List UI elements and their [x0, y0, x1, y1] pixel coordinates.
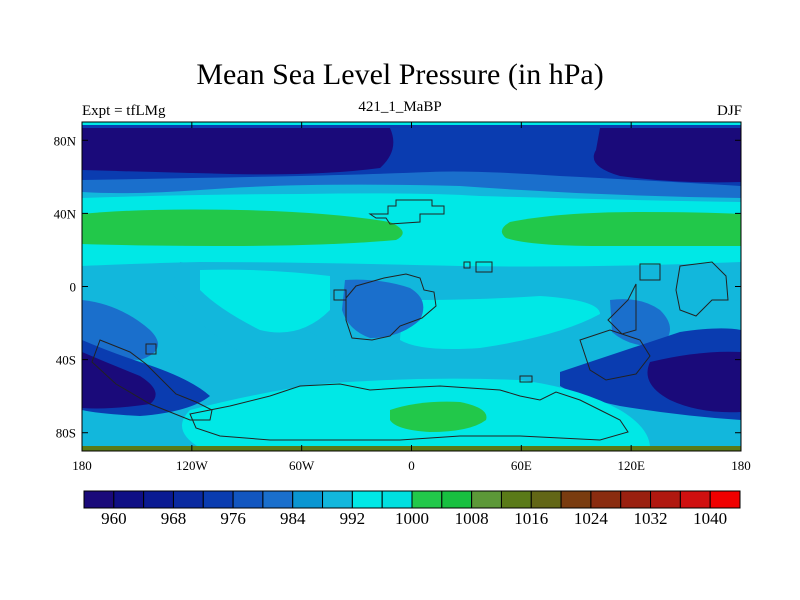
colorbar-swatch: [381, 490, 413, 509]
colorbar-label: 968: [161, 509, 187, 528]
coastlines: [91, 199, 729, 441]
y-tick-label: 0: [70, 280, 77, 295]
coastline-islet-2: [145, 343, 157, 355]
colorbar-label: 1016: [514, 509, 548, 528]
axis-ticks: 180 120W 60W 0 60E 120E 180 80N 40N 0 40S 80S: [54, 122, 751, 473]
coastline-asia-fragments: [463, 261, 493, 273]
trade-wind-high-2: [400, 296, 600, 349]
coastline-africa: [345, 273, 437, 341]
colorbar-swatch: [471, 490, 502, 509]
polar-low-east: [593, 128, 741, 183]
colorbar-swatch: [351, 490, 383, 509]
colorbar-swatch: [232, 490, 264, 509]
tropical-trough-east: [610, 299, 670, 347]
colorbar-swatch: [560, 490, 592, 509]
x-tick-label: 0: [408, 458, 415, 473]
colorbar-label: 1000: [395, 509, 429, 528]
colorbar-label: 976: [220, 509, 246, 528]
colorbar-swatch: [590, 490, 622, 509]
y-tick-label: 80N: [54, 133, 77, 148]
colorbar-swatch: [172, 490, 204, 509]
trade-wind-high-1: [200, 269, 330, 333]
colorbar-swatch: [441, 490, 473, 509]
colorbar-label: 1040: [693, 509, 727, 528]
colorbar-label: 984: [280, 509, 306, 528]
coastline-australia: [579, 329, 651, 381]
colorbar-swatch: [292, 490, 324, 509]
x-tick-label: 60W: [289, 458, 315, 473]
y-tick-label: 40S: [56, 353, 76, 368]
coastline-indonesia: [607, 283, 637, 335]
colorbar-label: 1032: [634, 509, 668, 528]
colorbar-label: 1008: [455, 509, 489, 528]
y-tick-label: 40N: [54, 206, 77, 221]
colorbar-swatch: [322, 490, 353, 509]
colorbar: 960 968 976 984 992 1000 1008 1016 1024 1032 1040: [83, 490, 741, 528]
colorbar-swatch: [143, 490, 174, 509]
period-label: 421_1_MaBP: [358, 99, 442, 115]
subtropical-high-pacific-band: [501, 212, 741, 246]
subtropical-high-atlantic-band: [82, 209, 403, 246]
colorbar-swatch: [262, 490, 294, 509]
x-tick-label: 180: [731, 458, 751, 473]
colorbar-swatch: [411, 490, 443, 509]
colorbar-label: 1024: [574, 509, 609, 528]
y-tick-label: 80S: [56, 426, 76, 441]
colorbar-swatch: [83, 490, 115, 509]
southern-band-west: [82, 300, 158, 360]
antarctic-high: [390, 401, 487, 432]
colorbar-swatch: [530, 490, 562, 509]
chart-title: Mean Sea Level Pressure (in hPa): [196, 58, 604, 91]
season-label: DJF: [716, 103, 742, 119]
colorbar-swatch: [202, 490, 234, 509]
coastline-pacific-islands: [675, 261, 729, 317]
coastline-antarctica: [189, 383, 629, 441]
x-tick-label: 120W: [176, 458, 209, 473]
colorbar-swatch: [679, 490, 711, 509]
colorbar-label: 960: [101, 509, 127, 528]
colorbar-swatch: [113, 490, 145, 509]
southern-ocean-low-west: [82, 352, 156, 409]
colorbar-swatch: [650, 490, 681, 509]
experiment-label: Expt = tfLMg: [82, 103, 166, 119]
x-tick-label: 60E: [511, 458, 532, 473]
tropical-trough: [342, 279, 424, 338]
southern-ocean-low-east: [647, 351, 741, 413]
colorbar-swatch: [620, 490, 652, 509]
colorbar-label: 992: [340, 509, 366, 528]
x-tick-label: 180: [72, 458, 92, 473]
x-tick-label: 120E: [617, 458, 645, 473]
coastline-islet-3: [519, 375, 533, 383]
coastline-japan: [639, 263, 661, 281]
pressure-field: [82, 122, 741, 451]
coastline-europe: [368, 199, 445, 225]
colorbar-swatch: [500, 490, 532, 509]
colorbar-swatch: [709, 490, 741, 509]
polar-low-west: [82, 128, 394, 175]
